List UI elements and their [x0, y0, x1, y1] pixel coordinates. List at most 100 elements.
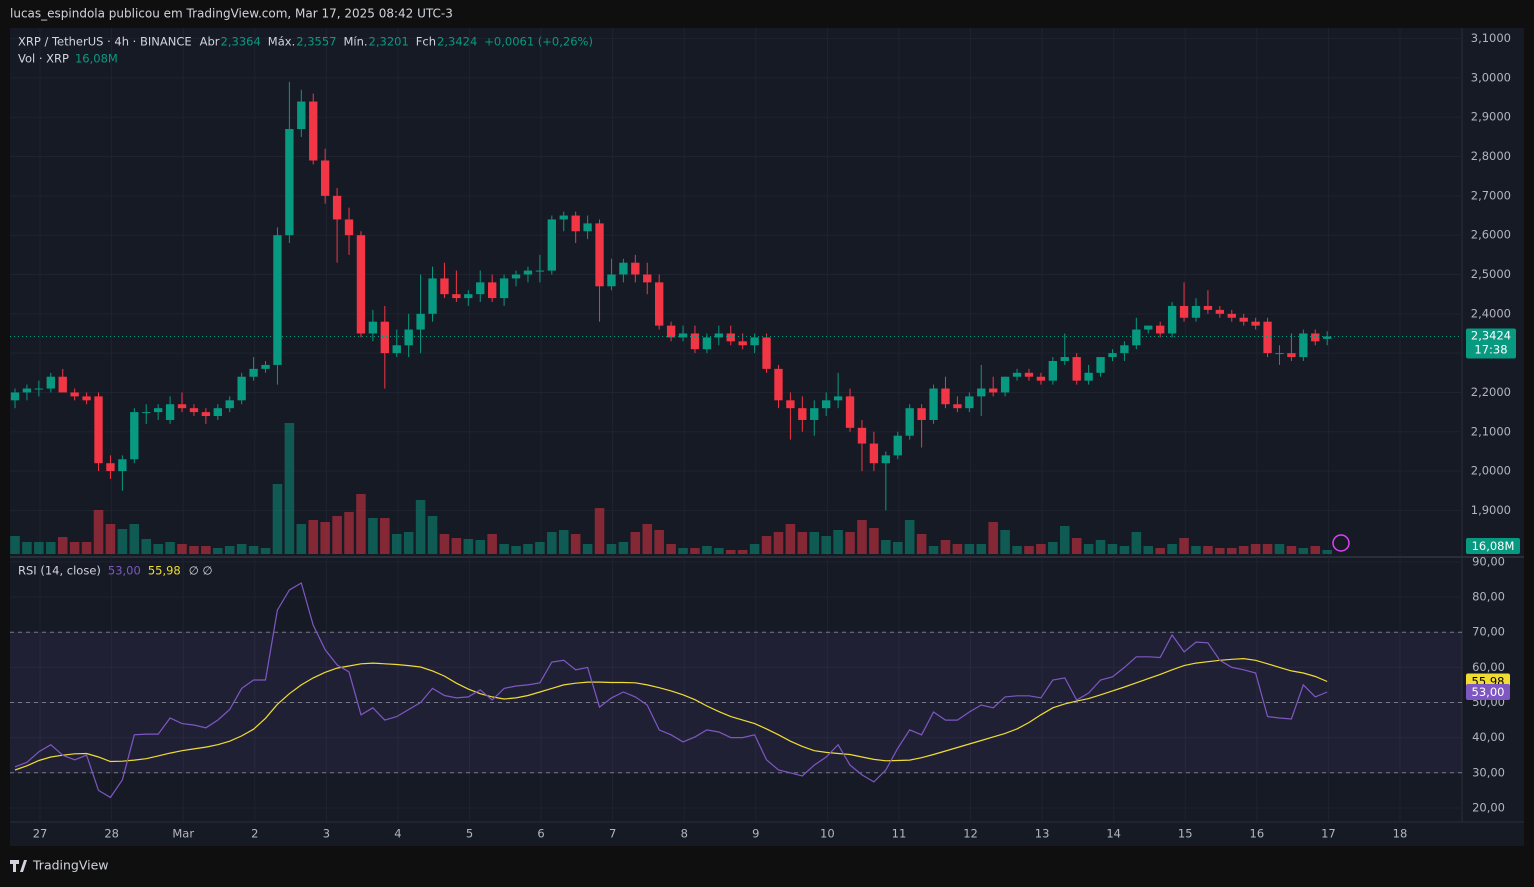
volume-bar [1322, 549, 1332, 554]
candle-body [989, 388, 998, 393]
volume-bar [177, 544, 187, 554]
x-tick-label: 11 [892, 827, 907, 841]
volume-bar [1167, 544, 1177, 554]
candle-body [1144, 325, 1153, 330]
volume-bar [1238, 546, 1249, 554]
candle-body [10, 392, 20, 401]
candle-body [833, 396, 843, 401]
candle-body [1179, 305, 1189, 318]
candle-body [165, 404, 175, 420]
candle-body [583, 223, 592, 232]
volume-bar [439, 534, 450, 554]
volume-bar [451, 538, 462, 554]
candle-body [332, 195, 342, 220]
candle-body [70, 392, 79, 397]
candle-body [869, 443, 879, 464]
candle-body [273, 235, 282, 365]
volume-bar [797, 532, 808, 554]
volume-bar [1286, 546, 1297, 554]
candle-body [285, 129, 294, 236]
candle-body [464, 294, 473, 299]
volume-bar [1310, 546, 1321, 554]
volume-last-box [1466, 538, 1520, 554]
volume-bar [857, 520, 867, 554]
volume-bar [678, 548, 688, 554]
rsi-last-label: 53,00 [1472, 685, 1505, 699]
candle-body [46, 376, 55, 389]
candle-body [1239, 317, 1248, 322]
volume-bar [260, 548, 271, 554]
x-tick-label: 27 [33, 827, 48, 841]
rsi-last-box [1466, 683, 1510, 700]
volume-bar [821, 536, 831, 554]
volume-bar [1024, 546, 1034, 554]
grid [10, 28, 1462, 822]
rsi-line [14, 582, 1328, 799]
candle-body [58, 376, 67, 393]
x-tick-label: 16 [1250, 827, 1265, 841]
candle-body [1132, 329, 1141, 346]
rsi-ma-line [14, 657, 1328, 771]
candle-body [297, 101, 306, 130]
rsi-tick-label: 30,00 [1472, 765, 1505, 779]
candle-body [690, 333, 700, 350]
volume-bar [475, 540, 486, 554]
volume-bar [666, 544, 676, 554]
volume-bar [1012, 546, 1022, 554]
x-tick-label: 8 [681, 827, 688, 841]
candle-body [237, 376, 246, 401]
candle-body [189, 408, 199, 413]
candle-body [1275, 353, 1284, 355]
candle-body [845, 396, 855, 428]
candle-body [822, 400, 831, 409]
last-price-box [1466, 328, 1516, 359]
x-tick-label: 12 [963, 827, 978, 841]
legend-symbol: XRP / TetherUS · 4h · BINANCE [18, 35, 192, 49]
y-tick-label: 2,6000 [1471, 228, 1511, 242]
candle-body [1311, 333, 1320, 342]
legend-ohlc-label: Abr [200, 35, 220, 49]
volume-bar [702, 546, 712, 554]
candle-body [487, 282, 497, 299]
y-tick-label: 1,9000 [1471, 503, 1511, 517]
volume-bar [165, 542, 175, 554]
candle-body [905, 408, 914, 436]
x-tick-label: 9 [752, 827, 759, 841]
candle-body [428, 278, 437, 314]
volume-bar [833, 530, 843, 554]
candle-body [1096, 357, 1105, 373]
candle-body [893, 435, 902, 456]
volume-bar [1095, 540, 1106, 554]
legend-ohlc-label: Máx. [268, 35, 295, 49]
y-tick-label: 3,1000 [1471, 31, 1511, 45]
candle-body [499, 278, 509, 299]
volume-bar [523, 544, 533, 554]
volume-bar [642, 524, 653, 554]
candle-body [857, 427, 867, 444]
candle-body [881, 455, 891, 464]
candle-body [368, 321, 378, 334]
candle-body [106, 463, 115, 472]
volume-bar [964, 544, 975, 554]
volume-bar [535, 542, 545, 554]
x-tick-label: Mar [172, 827, 194, 841]
candle-body [786, 400, 795, 409]
volume-bar [1155, 548, 1165, 554]
rsi-tick-label: 70,00 [1472, 625, 1505, 639]
volume-bar [224, 546, 235, 554]
candle-body [643, 274, 652, 283]
volume-bar [1262, 544, 1273, 554]
legend-change: +0,0061 (+0,26%) [484, 35, 593, 49]
candle-body [309, 101, 318, 161]
volume-bar [1036, 544, 1046, 554]
candle-body [1072, 357, 1081, 381]
candle-body [762, 337, 771, 369]
candle-body [1120, 345, 1129, 354]
volume-bar [272, 484, 283, 554]
candle-body [320, 160, 330, 196]
rsi-legend: RSI (14, close) [18, 564, 101, 578]
volume-bar [463, 539, 474, 554]
legend-ohlc-value: 2,3557 [296, 35, 336, 49]
volume-bar [129, 524, 140, 554]
